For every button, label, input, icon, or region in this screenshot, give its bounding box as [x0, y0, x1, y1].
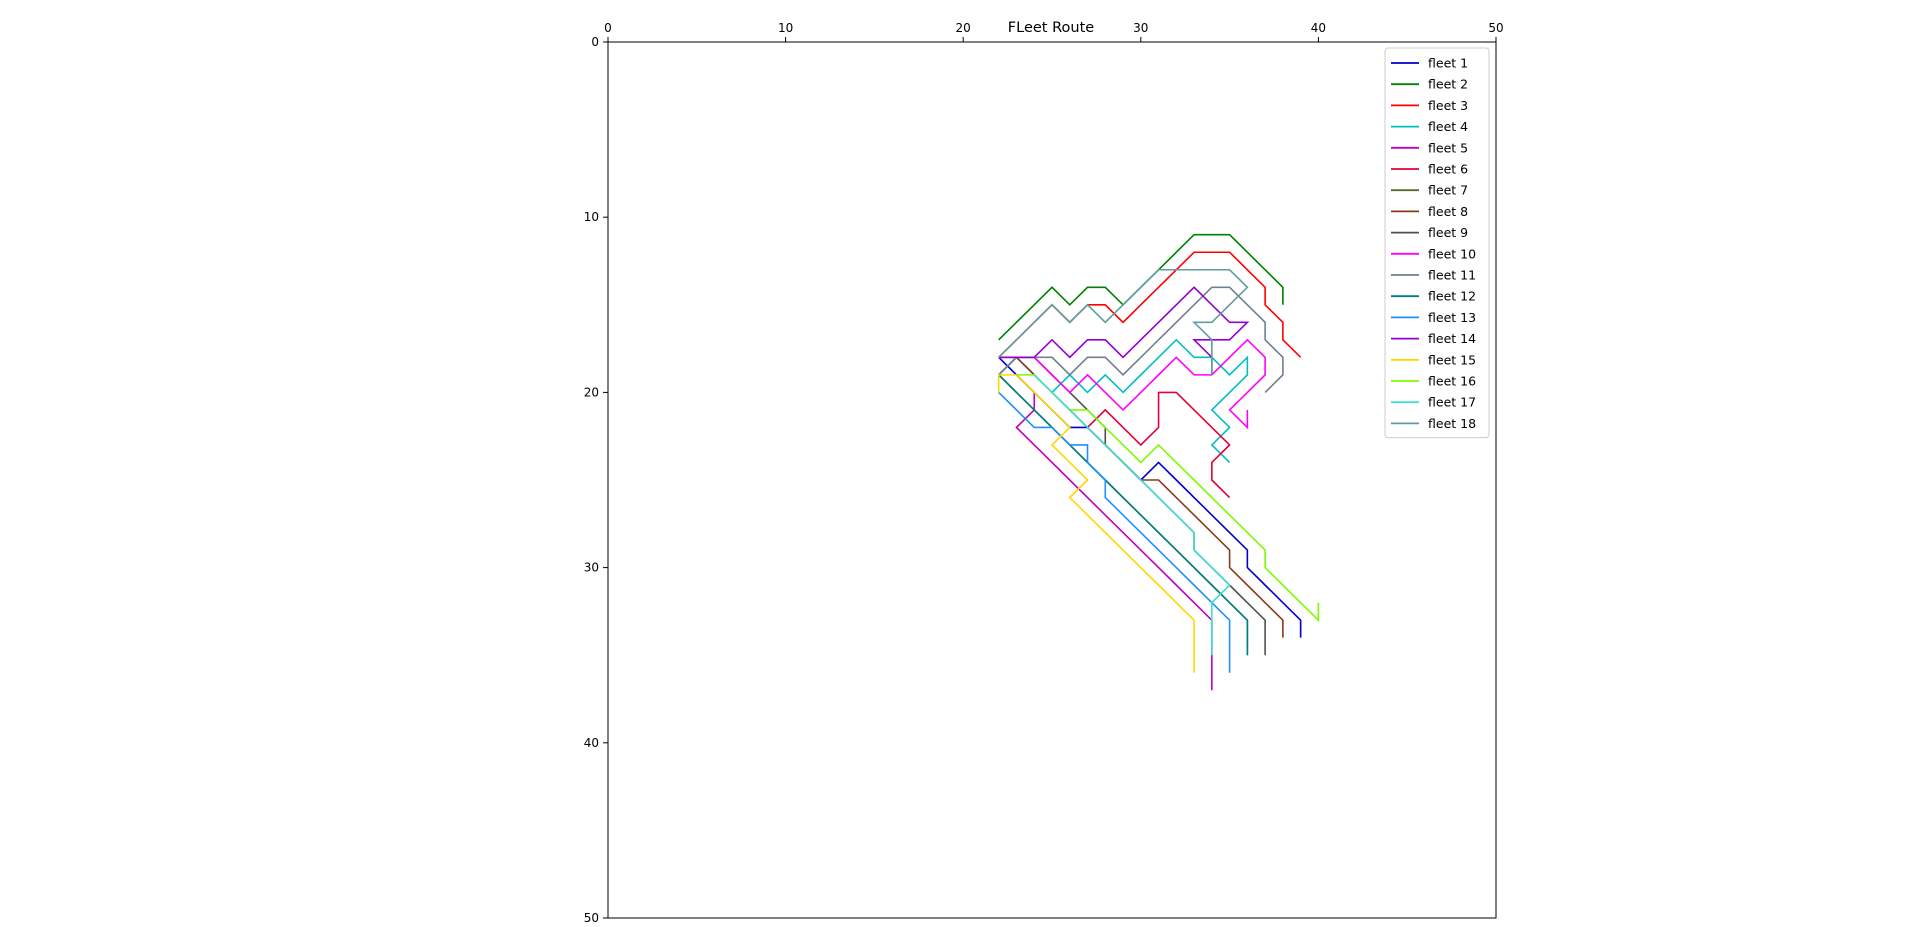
x-axis-top: 0 10 20 30 40 50 — [604, 21, 1504, 42]
series-line-fleet-4 — [998, 338, 1249, 464]
y-tick-label: 0 — [591, 35, 599, 49]
series-line-fleet-10 — [998, 338, 1266, 430]
series-line-fleet-12 — [998, 374, 1249, 656]
plot-frame — [607, 41, 1497, 919]
plot-background — [608, 42, 1496, 918]
series-line-fleet-18 — [998, 268, 1249, 375]
legend-label: fleet 18 — [1428, 416, 1476, 431]
legend-label: fleet 11 — [1428, 268, 1476, 283]
legend-label: fleet 9 — [1428, 225, 1468, 240]
y-tick-label: 20 — [584, 385, 599, 399]
legend-label: fleet 4 — [1428, 119, 1468, 134]
legend-label: fleet 16 — [1428, 374, 1476, 389]
legend-label: fleet 5 — [1428, 140, 1468, 155]
series-layer — [997, 233, 1320, 691]
legend-label: fleet 15 — [1428, 352, 1476, 367]
plot-area — [607, 41, 1497, 919]
legend-label: fleet 2 — [1428, 77, 1468, 92]
legend-label: fleet 7 — [1428, 183, 1468, 198]
y-axis-left: 0 10 20 30 40 50 — [584, 35, 608, 925]
series-line-fleet-14 — [998, 286, 1250, 375]
chart-title: FLeet Route — [1008, 20, 1094, 36]
series-line-fleet-15 — [997, 374, 1195, 673]
x-tick-label: 10 — [778, 21, 793, 35]
legend-label: fleet 8 — [1428, 204, 1468, 219]
series-line-fleet-13 — [998, 391, 1231, 673]
series-line-fleet-11 — [998, 286, 1284, 393]
series-line-fleet-6 — [1086, 391, 1231, 499]
legend-label: fleet 1 — [1428, 56, 1468, 71]
y-tick-label: 50 — [584, 911, 599, 925]
legend-label: fleet 13 — [1428, 310, 1476, 325]
y-tick-label: 40 — [584, 736, 599, 750]
series-line-fleet-16 — [1016, 374, 1320, 623]
legend-box — [1384, 47, 1490, 439]
legend-label: fleet 6 — [1428, 162, 1468, 177]
x-tick-label: 20 — [956, 21, 971, 35]
legend-label: fleet 12 — [1428, 289, 1476, 304]
x-tick-label: 30 — [1133, 21, 1148, 35]
x-tick-label: 50 — [1488, 21, 1503, 35]
x-tick-label: 0 — [604, 21, 612, 35]
y-tick-label: 30 — [584, 561, 599, 575]
legend-label: fleet 10 — [1428, 246, 1476, 261]
legend: fleet 1 fleet 2 fleet 3 fleet 4 fleet 5 fleet… — [1384, 47, 1490, 439]
series-line-fleet-17 — [1033, 374, 1231, 656]
x-tick-label: 40 — [1311, 21, 1326, 35]
y-tick-label: 10 — [584, 210, 599, 224]
legend-label: fleet 17 — [1428, 395, 1476, 410]
legend-label: fleet 14 — [1428, 331, 1476, 346]
legend-label: fleet 3 — [1428, 98, 1468, 113]
